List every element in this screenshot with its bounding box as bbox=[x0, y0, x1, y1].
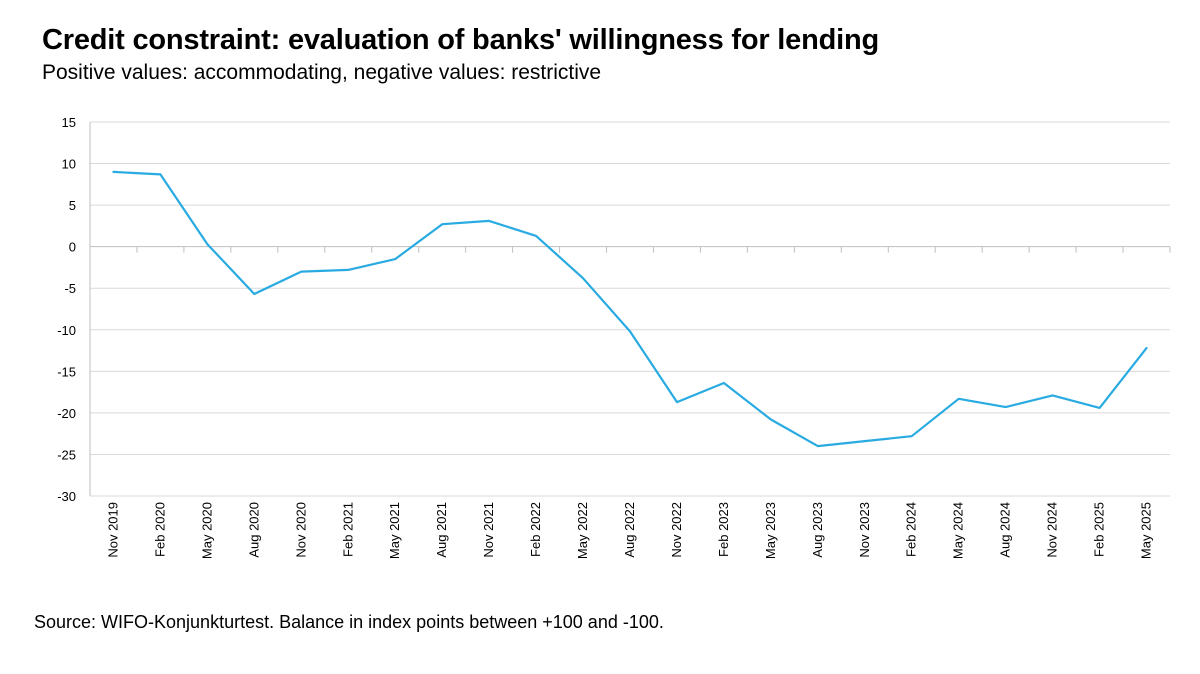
x-tick-label: Nov 2022 bbox=[669, 502, 684, 558]
x-tick-label: Nov 2020 bbox=[293, 502, 308, 558]
series-line bbox=[112, 170, 1148, 448]
source-note: Source: WIFO-Konjunkturtest. Balance in … bbox=[34, 612, 664, 632]
x-tick-label: Aug 2021 bbox=[434, 502, 449, 558]
y-tick-label: -5 bbox=[64, 281, 76, 296]
x-tick-label: May 2021 bbox=[387, 502, 402, 559]
y-tick-label: -30 bbox=[57, 489, 76, 504]
y-tick-label: -10 bbox=[57, 323, 76, 338]
x-tick-label: Feb 2025 bbox=[1092, 502, 1107, 557]
chart-title: Credit constraint: evaluation of banks' … bbox=[42, 24, 880, 56]
series-layer bbox=[112, 170, 1148, 448]
y-axis-tick-labels: 15 10 5 0 -5 -10 -15 -20 -25 -30 bbox=[57, 115, 76, 504]
y-tick-label: 10 bbox=[62, 157, 76, 172]
x-tick-label: May 2025 bbox=[1139, 502, 1154, 559]
x-tick-label: May 2022 bbox=[575, 502, 590, 559]
x-tick-label: Feb 2020 bbox=[152, 502, 167, 557]
x-tick-label: May 2020 bbox=[199, 502, 214, 559]
y-tick-label: 0 bbox=[69, 240, 76, 255]
gridlines bbox=[90, 121, 1170, 497]
y-tick-label: -25 bbox=[57, 447, 76, 462]
chart-subtitle: Positive values: accommodating, negative… bbox=[42, 61, 602, 84]
y-tick-label: 5 bbox=[69, 198, 76, 213]
y-tick-label: 15 bbox=[62, 115, 76, 130]
x-tick-label: Nov 2023 bbox=[857, 502, 872, 558]
x-tick-label: Aug 2024 bbox=[998, 502, 1013, 558]
x-tick-label: May 2024 bbox=[951, 502, 966, 559]
x-tick-label: Aug 2020 bbox=[246, 502, 261, 558]
x-tick-label: Feb 2021 bbox=[340, 502, 355, 557]
x-tick-label: May 2023 bbox=[763, 502, 778, 559]
x-tick-label: Feb 2023 bbox=[716, 502, 731, 557]
x-tick-label: Aug 2022 bbox=[622, 502, 637, 558]
x-tick-label: Feb 2022 bbox=[528, 502, 543, 557]
x-tick-label: Feb 2024 bbox=[904, 502, 919, 557]
x-tick-label: Nov 2019 bbox=[105, 502, 120, 558]
axes bbox=[89, 122, 1171, 496]
x-tick-label: Nov 2024 bbox=[1045, 502, 1060, 558]
y-tick-label: -20 bbox=[57, 406, 76, 421]
x-tick-label: Aug 2023 bbox=[810, 502, 825, 558]
x-axis-tick-labels: Nov 2019 Feb 2020 May 2020 Aug 2020 Nov 2020… bbox=[105, 502, 1153, 559]
x-tick-label: Nov 2021 bbox=[481, 502, 496, 558]
y-tick-label: -15 bbox=[57, 364, 76, 379]
